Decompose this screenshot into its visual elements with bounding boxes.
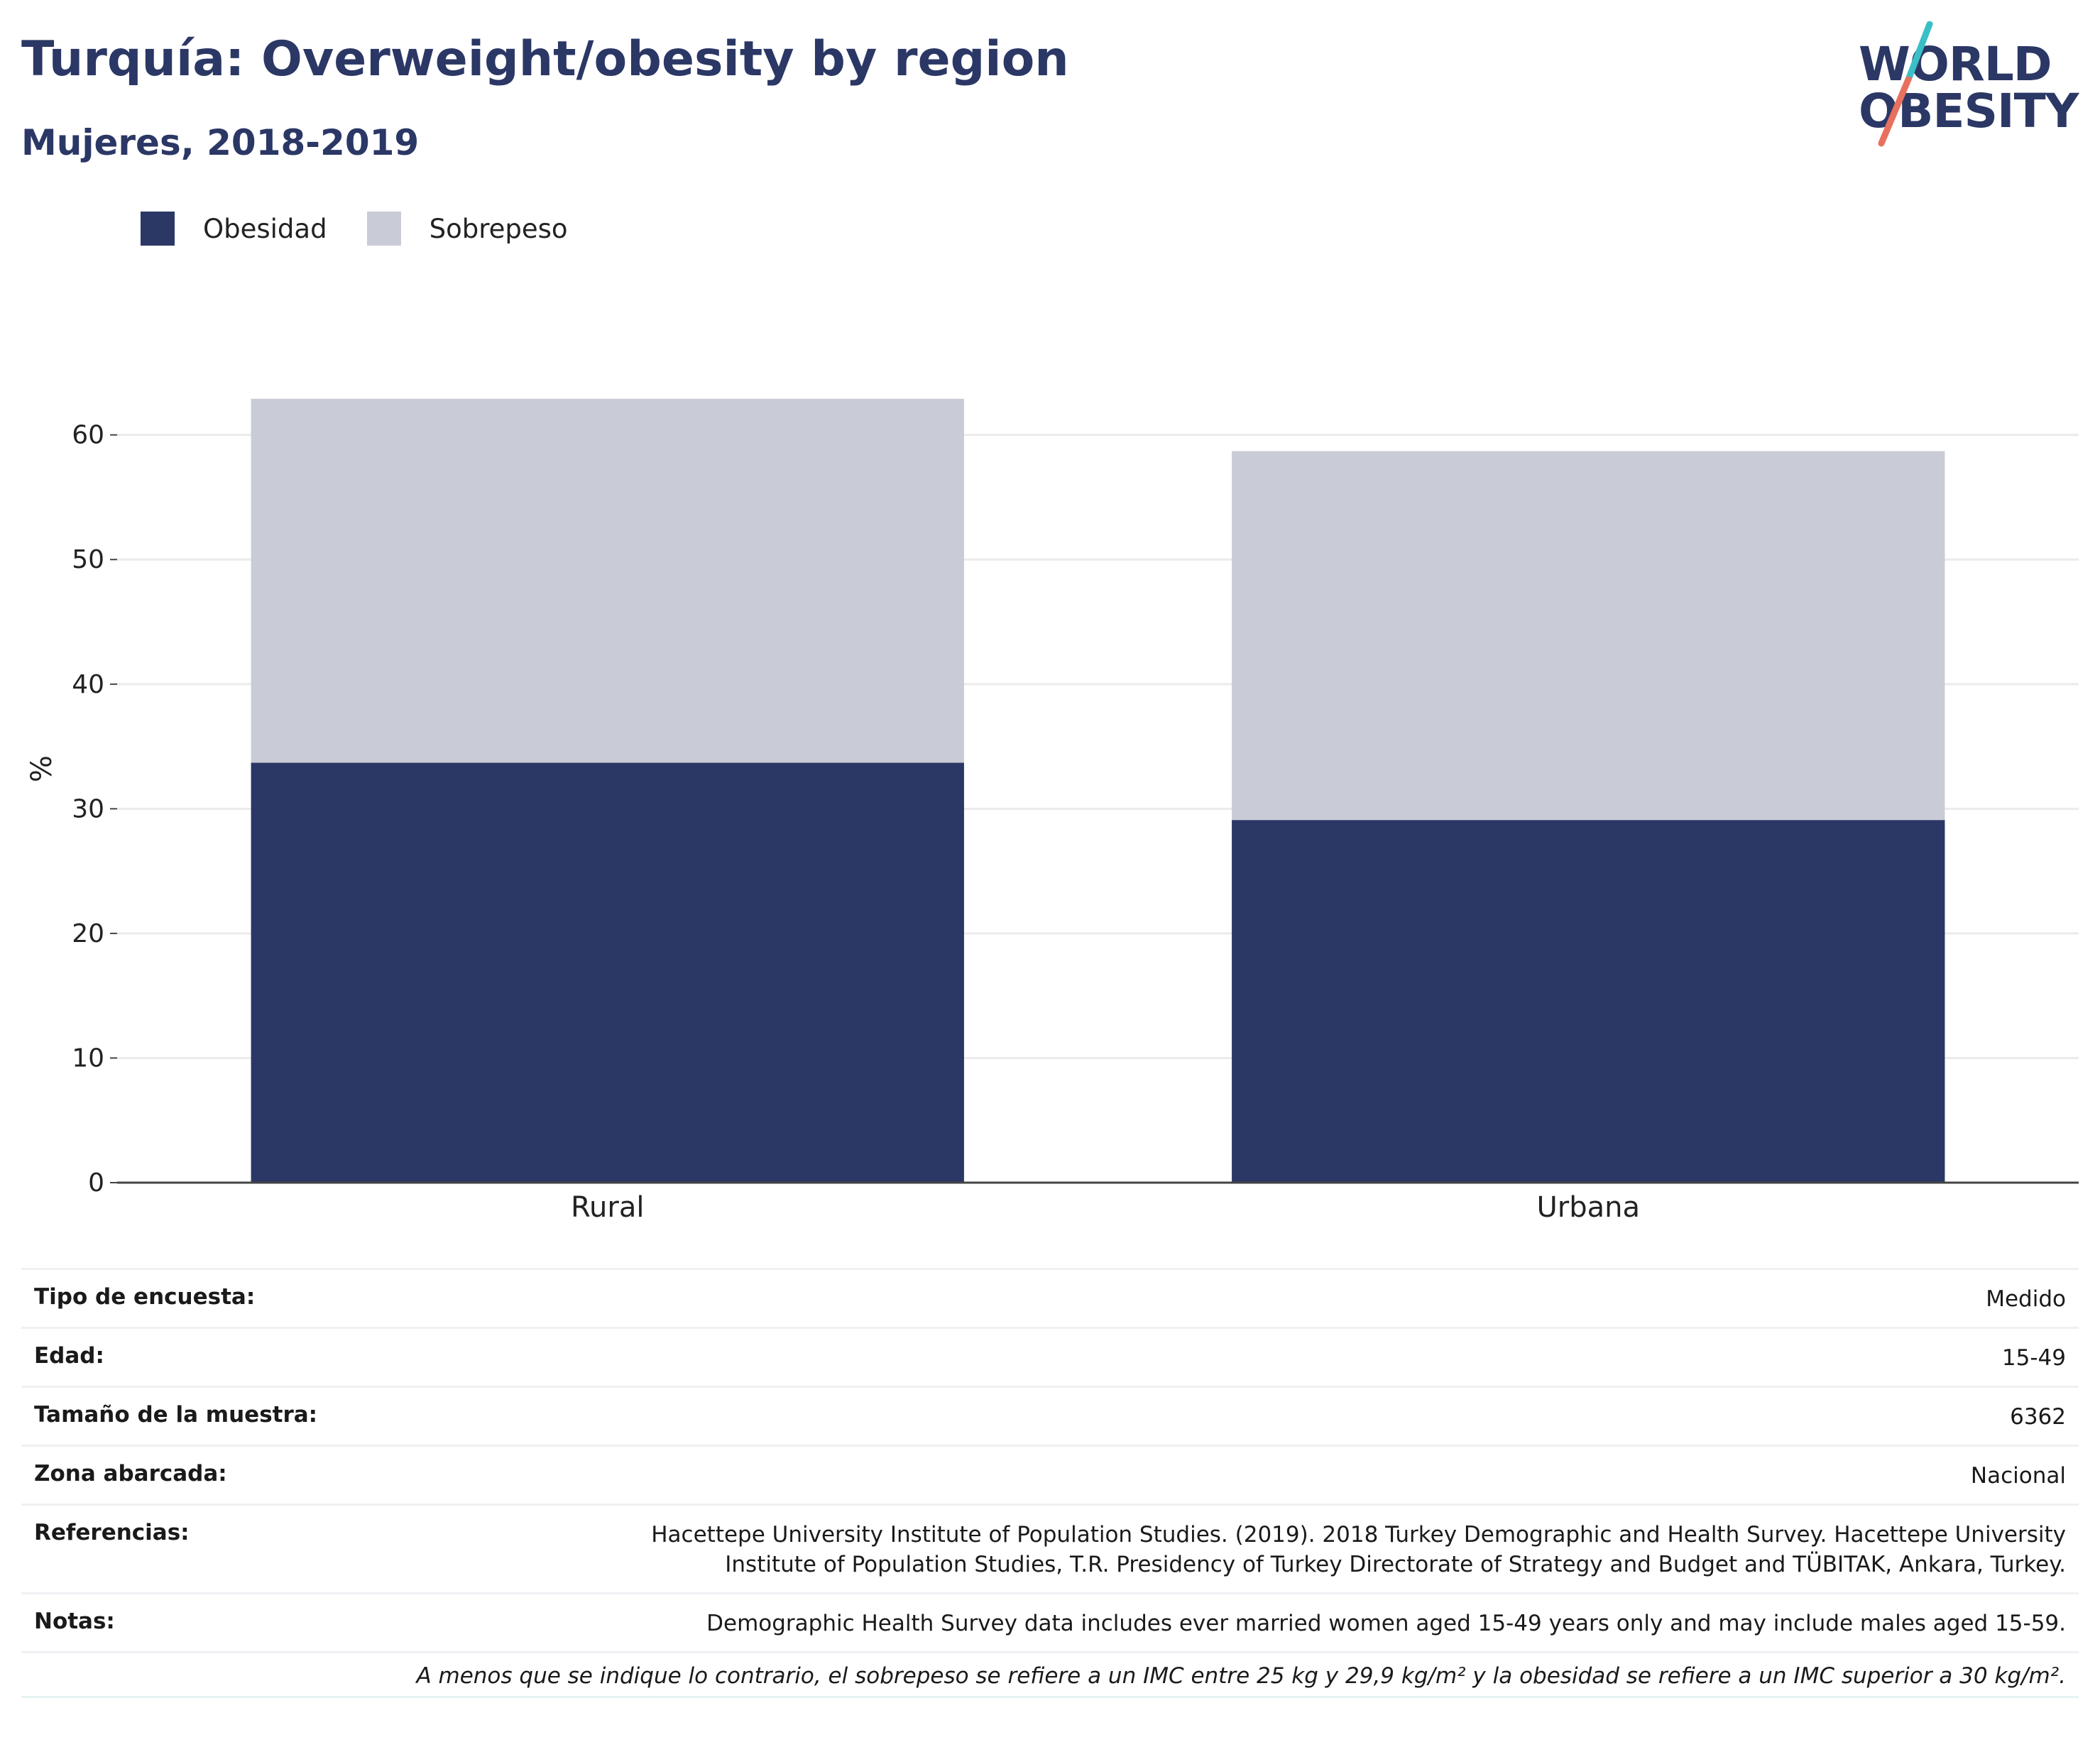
x-tick-label: Rural — [571, 1191, 644, 1224]
chart-subtitle: Mujeres, 2018-2019 — [21, 122, 420, 163]
info-row-age: Edad: 15-49 — [21, 1327, 2079, 1386]
y-tick-label: 50 — [72, 545, 104, 574]
bars — [251, 398, 1945, 1183]
references-text: Hacettepe University Institute of Popula… — [651, 1520, 2066, 1579]
legend-label-obesidad: Obesidad — [203, 213, 327, 244]
definition-footnote: A menos que se indique lo contrario, el … — [21, 1651, 2079, 1698]
logo-line-world: WORLD — [1859, 37, 2052, 92]
bar-chart: 0 10 20 30 40 50 60% Rural Urbana — [26, 398, 2079, 1224]
legend-item-obesidad[interactable]: Obesidad — [141, 212, 327, 246]
info-value: 6362 — [2010, 1404, 2066, 1430]
axes: 0 10 20 30 40 50 60% Rural Urbana — [26, 421, 2079, 1224]
info-key: Zona abarcada: — [34, 1461, 227, 1486]
info-key: Referencias: — [34, 1520, 190, 1545]
legend-swatch-obesidad — [141, 212, 175, 246]
survey-info-table: Tipo de encuesta: Medido Edad: 15-49 Tam… — [21, 1268, 2079, 1698]
info-row-coverage: Zona abarcada: Nacional — [21, 1445, 2079, 1504]
chart-title: Turquía: Overweight/obesity by region — [21, 31, 1069, 87]
info-row-survey-type: Tipo de encuesta: Medido — [21, 1268, 2079, 1327]
info-value: 15-49 — [2001, 1345, 2066, 1371]
bar-sobrepeso-rural — [251, 398, 964, 763]
references-line: Hacettepe University Institute of Popula… — [651, 1522, 2066, 1548]
bar-sobrepeso-urbana — [1232, 451, 1945, 821]
x-tick-label: Urbana — [1537, 1191, 1641, 1224]
y-tick-label: 30 — [72, 794, 104, 823]
info-row-notes: Notas: Demographic Health Survey data in… — [21, 1592, 2079, 1651]
y-axis-title: % — [26, 755, 58, 782]
y-tick-label: 10 — [72, 1044, 104, 1073]
info-row-references: Referencias: Hacettepe University Instit… — [21, 1504, 2079, 1592]
world-obesity-logo: WORLD OBESITY — [1846, 21, 2080, 149]
logo-slash-icon — [1878, 21, 1933, 147]
info-key: Tipo de encuesta: — [34, 1284, 256, 1310]
info-key: Notas: — [34, 1609, 115, 1634]
y-tick-label: 20 — [72, 919, 104, 948]
legend-item-sobrepeso[interactable]: Sobrepeso — [366, 212, 568, 246]
info-value: Nacional — [1970, 1463, 2066, 1489]
legend-swatch-sobrepeso — [366, 212, 401, 246]
references-line: Institute of Population Studies, T.R. Pr… — [725, 1552, 2066, 1577]
bar-obesidad-rural — [251, 762, 964, 1183]
y-tick-label: 40 — [72, 670, 104, 699]
bar-obesidad-urbana — [1232, 820, 1945, 1183]
legend-label-sobrepeso: Sobrepeso — [429, 213, 568, 244]
info-key: Edad: — [34, 1343, 104, 1369]
y-tick-label: 0 — [88, 1168, 104, 1198]
notes-text: Demographic Health Survey data includes … — [706, 1611, 2066, 1636]
info-value: Medido — [1986, 1286, 2066, 1312]
info-key: Tamaño de la muestra: — [34, 1402, 318, 1428]
chart-legend: Obesidad Sobrepeso — [141, 212, 608, 246]
y-tick-label: 60 — [72, 421, 104, 450]
info-row-sample-size: Tamaño de la muestra: 6362 — [21, 1386, 2079, 1445]
